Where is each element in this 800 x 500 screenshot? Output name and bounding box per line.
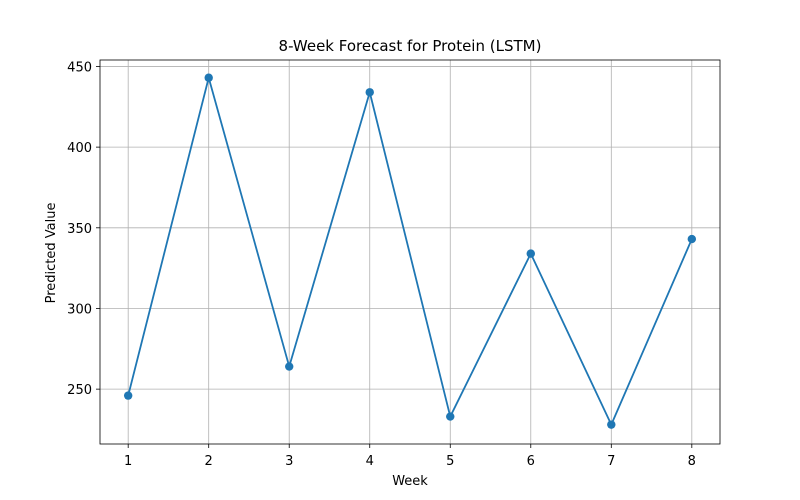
y-tick-label: 450 bbox=[67, 60, 92, 75]
plot-frame bbox=[99, 59, 721, 445]
series-line bbox=[127, 76, 693, 426]
axis-ticks: 1 2 3 4 5 6 7 8 250 300 350 400 450 bbox=[67, 60, 696, 469]
x-tick-label: 1 bbox=[124, 454, 132, 469]
y-tick-label: 350 bbox=[67, 222, 92, 237]
y-tick-label: 250 bbox=[67, 383, 92, 398]
data-point bbox=[285, 362, 294, 371]
x-tick-label: 5 bbox=[446, 454, 454, 469]
axes bbox=[99, 59, 721, 445]
chart-title: 8-Week Forecast for Protein (LSTM) bbox=[279, 37, 542, 55]
x-tick-label: 7 bbox=[607, 454, 615, 469]
data-point bbox=[526, 249, 535, 258]
y-axis-label: Predicted Value bbox=[44, 203, 59, 304]
x-tick-label: 3 bbox=[285, 454, 293, 469]
data-point bbox=[204, 73, 213, 82]
data-series bbox=[123, 73, 697, 429]
data-point bbox=[607, 420, 616, 429]
x-tick-label: 8 bbox=[688, 454, 696, 469]
x-axis-label: Week bbox=[392, 474, 428, 489]
data-point bbox=[687, 234, 697, 244]
x-tick-label: 4 bbox=[366, 454, 374, 469]
x-tick-label: 6 bbox=[527, 454, 535, 469]
x-tick-label: 2 bbox=[205, 454, 213, 469]
y-tick-label: 400 bbox=[67, 141, 92, 156]
data-point bbox=[446, 412, 455, 421]
data-point bbox=[365, 88, 374, 97]
data-point bbox=[123, 391, 133, 400]
y-tick-label: 300 bbox=[67, 302, 92, 317]
